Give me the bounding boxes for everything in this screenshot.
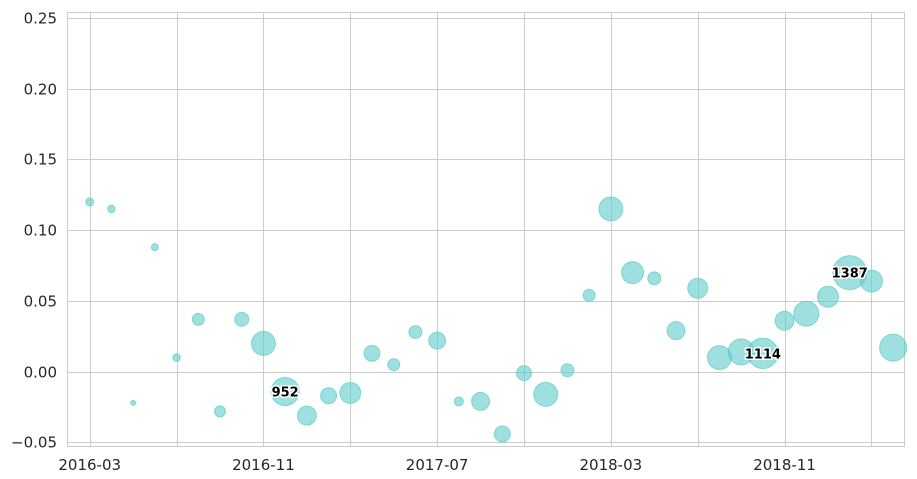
bubble-value-label: 1114 — [745, 347, 781, 362]
y-tick-label: −0.05 — [11, 434, 57, 452]
x-tick-label: 2018-11 — [753, 456, 816, 474]
bubble-labels: 952 1114 1387 — [270, 265, 869, 402]
x-tick-label: 2016-03 — [58, 456, 121, 474]
bubble-value-label: 952 — [272, 386, 299, 401]
bubble-point — [582, 288, 596, 302]
bubble-point — [296, 405, 317, 426]
bubble-point — [859, 269, 883, 293]
bubble-point — [879, 333, 908, 362]
bubble-point — [214, 405, 226, 418]
bubble-point — [747, 337, 779, 370]
bubble-point — [471, 391, 491, 411]
bubble-point — [270, 376, 300, 407]
y-tick-label: 0.05 — [24, 293, 57, 311]
bubble-point — [621, 261, 645, 285]
bubble-value-label: 1387 — [832, 267, 868, 282]
bubble-point — [666, 321, 686, 341]
bubble-point — [598, 196, 624, 222]
x-tick-label: 2016-11 — [232, 456, 295, 474]
bubble-point — [560, 363, 575, 378]
x-tick-label: 2018-03 — [580, 456, 643, 474]
bubble-point — [817, 285, 839, 308]
bubble-point — [172, 353, 181, 362]
plot-frame — [67, 12, 905, 447]
y-tick-label: 0.00 — [24, 364, 57, 382]
bubble-point — [687, 277, 709, 299]
bubble-point — [408, 325, 423, 340]
bubble-point — [387, 358, 401, 372]
bubble-point — [793, 300, 820, 327]
bubble-point — [428, 331, 447, 350]
grid-lines — [68, 13, 904, 446]
bubble-point — [533, 381, 559, 407]
bubble-point — [516, 365, 532, 382]
bubble-point — [706, 345, 732, 371]
bubble-point — [339, 381, 362, 404]
bubbles — [85, 196, 908, 443]
bubble-point — [150, 243, 159, 252]
y-tick-label: 0.15 — [24, 151, 57, 169]
x-tick-label: 2017-07 — [406, 456, 469, 474]
bubble-point — [234, 311, 250, 327]
bubble-point — [191, 312, 205, 326]
y-axis-ticks: −0.05 0.00 0.05 0.10 0.15 0.20 0.25 — [11, 10, 57, 452]
bubble-point — [107, 204, 116, 214]
bubble-point — [453, 396, 464, 407]
bubble-point — [774, 310, 795, 331]
bubble-point — [647, 271, 662, 286]
y-tick-label: 0.10 — [24, 222, 57, 240]
bubble-point — [130, 399, 137, 406]
bubble-point — [250, 330, 276, 356]
bubble-point — [85, 197, 95, 207]
y-tick-label: 0.25 — [24, 10, 57, 28]
bubble-point — [493, 425, 511, 443]
bubble-point — [363, 344, 381, 362]
bubble-point — [320, 387, 338, 405]
y-tick-label: 0.20 — [24, 81, 57, 99]
x-axis-ticks: 2016-03 2016-11 2017-07 2018-03 2018-11 — [58, 456, 816, 474]
